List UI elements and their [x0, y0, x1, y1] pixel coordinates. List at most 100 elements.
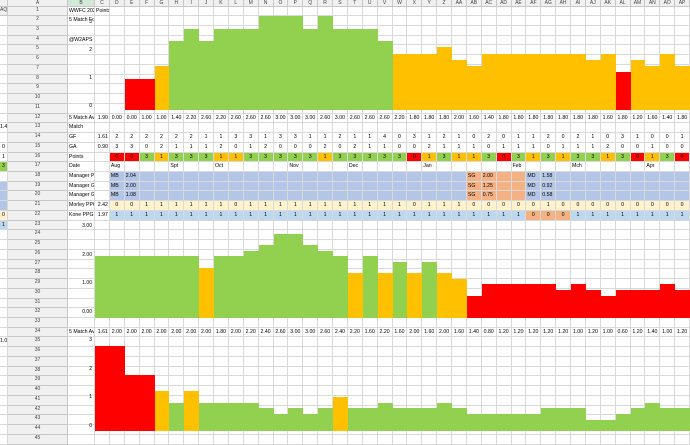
- gfpg-value[interactable]: 2.00: [437, 327, 452, 338]
- cell[interactable]: [511, 25, 527, 36]
- cell[interactable]: [630, 356, 646, 367]
- gf-value[interactable]: 2: [437, 133, 452, 143]
- cell[interactable]: [258, 395, 274, 406]
- cell[interactable]: [154, 162, 170, 172]
- cell[interactable]: [615, 181, 631, 192]
- gfpg-value[interactable]: 2.00: [154, 327, 170, 338]
- cell[interactable]: [303, 366, 319, 377]
- cell[interactable]: [288, 347, 304, 357]
- cell[interactable]: [600, 123, 616, 134]
- month-label[interactable]: Spt: [169, 162, 185, 172]
- cell[interactable]: [109, 74, 125, 85]
- cell[interactable]: [228, 434, 244, 445]
- cell[interactable]: [452, 249, 467, 260]
- points-value[interactable]: 3: [169, 152, 185, 163]
- cell[interactable]: [288, 181, 304, 192]
- cell[interactable]: [496, 240, 512, 250]
- cell[interactable]: [630, 25, 646, 36]
- cell[interactable]: [615, 162, 631, 172]
- row-header[interactable]: 8: [8, 74, 68, 85]
- cell[interactable]: [169, 25, 185, 36]
- cell-a[interactable]: [68, 55, 95, 65]
- points-value[interactable]: 1: [452, 152, 467, 163]
- cell[interactable]: [466, 376, 482, 387]
- cell[interactable]: [452, 318, 467, 328]
- cell[interactable]: [288, 395, 304, 406]
- cell[interactable]: [273, 366, 289, 377]
- row-header[interactable]: 38: [8, 366, 68, 377]
- cell[interactable]: [407, 240, 423, 250]
- cell-a[interactable]: [68, 269, 95, 280]
- cell[interactable]: [392, 220, 408, 231]
- points-value[interactable]: 1: [318, 152, 333, 163]
- gfpg-value[interactable]: 0.80: [481, 327, 497, 338]
- kone-value[interactable]: 1: [199, 210, 214, 221]
- cell[interactable]: [109, 64, 125, 75]
- manager-code[interactable]: SG: [466, 181, 482, 192]
- cell[interactable]: [214, 220, 229, 231]
- ppg-value[interactable]: 2.60: [199, 113, 214, 124]
- cell[interactable]: [541, 337, 557, 348]
- cell[interactable]: [660, 240, 676, 250]
- cell[interactable]: [139, 64, 155, 75]
- cell[interactable]: [452, 434, 467, 445]
- cell[interactable]: [377, 123, 393, 134]
- cell[interactable]: [615, 25, 631, 36]
- cell[interactable]: [303, 356, 319, 367]
- gfpg-value[interactable]: 1.20: [556, 327, 571, 338]
- cell[interactable]: [675, 171, 690, 182]
- morley-value[interactable]: 1: [184, 201, 200, 211]
- cell[interactable]: [169, 220, 185, 231]
- ppg-value[interactable]: 2.60: [362, 113, 378, 124]
- kone-value[interactable]: 1: [660, 210, 676, 221]
- cell[interactable]: [645, 16, 661, 26]
- cell[interactable]: [496, 249, 512, 260]
- cell[interactable]: [511, 240, 527, 250]
- cell[interactable]: [139, 347, 155, 357]
- cell[interactable]: [660, 181, 676, 192]
- gfpg-value[interactable]: 2.00: [407, 327, 423, 338]
- cell[interactable]: [556, 347, 571, 357]
- cell[interactable]: [199, 230, 214, 241]
- cell[interactable]: [347, 337, 363, 348]
- cell[interactable]: [481, 6, 497, 17]
- cell[interactable]: [0, 279, 8, 289]
- cell[interactable]: [362, 366, 378, 377]
- cell[interactable]: [511, 386, 527, 396]
- cell[interactable]: [273, 171, 289, 182]
- cell[interactable]: [645, 220, 661, 231]
- cell[interactable]: [109, 16, 125, 26]
- ppg-value[interactable]: 2.20: [184, 113, 200, 124]
- cell[interactable]: [660, 356, 676, 367]
- cell[interactable]: [437, 240, 452, 250]
- gf-value[interactable]: 1: [630, 133, 646, 143]
- cell[interactable]: [556, 269, 571, 280]
- cell-a[interactable]: GA: [68, 142, 95, 153]
- cell[interactable]: [675, 162, 690, 172]
- cell[interactable]: [452, 220, 467, 231]
- cell[interactable]: [481, 356, 497, 367]
- cell[interactable]: [481, 269, 497, 280]
- cell[interactable]: [124, 337, 140, 348]
- cell[interactable]: [437, 230, 452, 241]
- cell[interactable]: [422, 337, 438, 348]
- cell[interactable]: [214, 230, 229, 241]
- cell[interactable]: [0, 55, 8, 65]
- gf-value[interactable]: 1: [452, 133, 467, 143]
- cell[interactable]: [630, 386, 646, 396]
- cell[interactable]: [466, 356, 482, 367]
- column-header[interactable]: Z: [437, 0, 452, 7]
- cell[interactable]: [615, 35, 631, 46]
- cell[interactable]: [615, 55, 631, 65]
- cell[interactable]: [169, 337, 185, 348]
- cell[interactable]: [556, 386, 571, 396]
- cell[interactable]: [362, 434, 378, 445]
- cell-a[interactable]: WWFC 2024/25: [68, 6, 95, 17]
- column-header[interactable]: K: [214, 0, 229, 7]
- cell[interactable]: [0, 376, 8, 387]
- ga-value[interactable]: 0: [630, 142, 646, 153]
- ppg-value[interactable]: 3.00: [333, 113, 348, 124]
- cell[interactable]: [526, 220, 542, 231]
- cell[interactable]: [0, 298, 8, 309]
- gf-value[interactable]: 3: [615, 133, 631, 143]
